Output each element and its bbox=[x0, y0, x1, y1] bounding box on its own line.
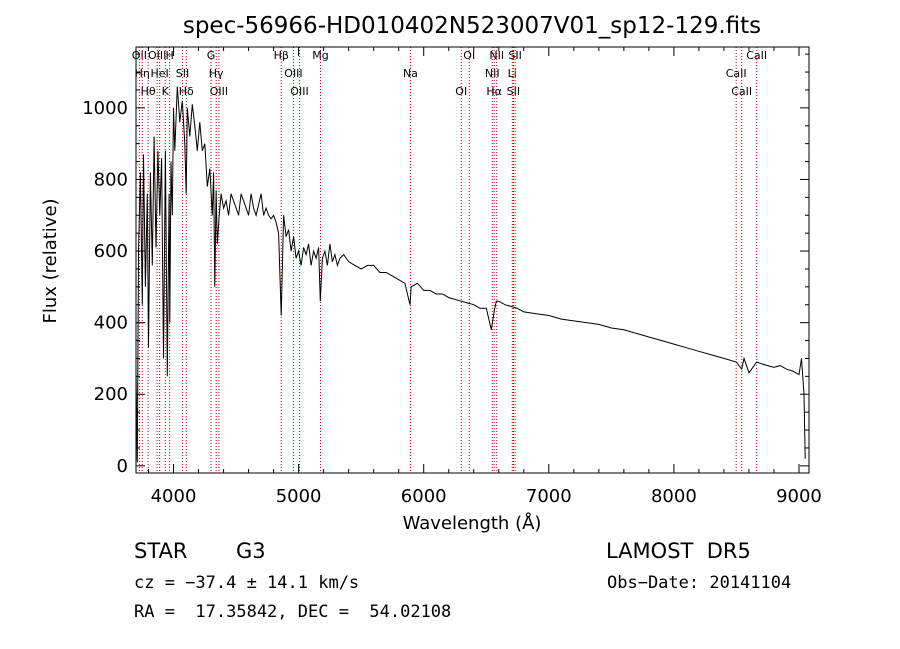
x-axis-label: Wavelength (Å) bbox=[403, 512, 542, 534]
spectral-line-label: SII bbox=[508, 49, 521, 62]
spectral-line-label: G bbox=[207, 49, 216, 62]
y-tick-label: 600 bbox=[94, 241, 128, 262]
spectral-line-label: CaII bbox=[746, 49, 767, 62]
spectral-line-label: Hγ bbox=[209, 67, 224, 80]
subclass-label: G3 bbox=[236, 539, 266, 563]
spectral-line-label: OIII bbox=[290, 85, 308, 98]
survey-label: LAMOST DR5 bbox=[606, 539, 751, 563]
x-tick-label: 4000 bbox=[151, 486, 197, 507]
class-label: STAR bbox=[134, 539, 188, 563]
spectral-line-label: OIII bbox=[148, 49, 166, 62]
spectral-line-label: Hβ bbox=[274, 49, 289, 62]
spectral-line-label: OIII bbox=[284, 67, 302, 80]
coordinates-readout: RA = 17.35842, DEC = 54.02108 bbox=[134, 602, 452, 622]
spectral-lines-layer: OIIHηHθOIIIHeIKHSIIHδGHγOIIIHβOIIIOIIIMg… bbox=[132, 47, 767, 473]
flux-series-line bbox=[135, 86, 806, 463]
spectral-line-label: NII bbox=[485, 67, 500, 80]
spectral-line-label: CaII bbox=[726, 67, 747, 80]
spectral-line-label: OII bbox=[132, 49, 147, 62]
chart-title: spec-56966-HD010402N523007V01_sp12-129.f… bbox=[183, 13, 761, 39]
y-tick-label: 0 bbox=[117, 456, 128, 477]
spectral-line-label: Hδ bbox=[179, 85, 194, 98]
spectral-line-label: HeI bbox=[150, 67, 168, 80]
spectral-line-label: H bbox=[166, 49, 174, 62]
y-tick-label: 400 bbox=[94, 313, 128, 334]
spectral-line-label: Hη bbox=[135, 67, 150, 80]
x-tick-label: 7000 bbox=[526, 486, 572, 507]
spectral-line-label: OIII bbox=[210, 85, 228, 98]
spectral-line-label: Mg bbox=[312, 49, 328, 62]
spectral-line-label: NII bbox=[489, 49, 504, 62]
spectral-line-label: CaII bbox=[731, 85, 752, 98]
spectral-line-label: SII bbox=[507, 85, 520, 98]
x-tick-label: 9000 bbox=[776, 486, 822, 507]
observation-date: Obs−Date: 20141104 bbox=[607, 573, 792, 593]
y-tick-label: 1000 bbox=[82, 98, 128, 119]
spectral-line-label: OI bbox=[463, 49, 475, 62]
spectral-line-label: Na bbox=[403, 67, 418, 80]
x-tick-label: 6000 bbox=[401, 486, 447, 507]
x-tick-label: 8000 bbox=[651, 486, 697, 507]
y-axis-label: Flux (relative) bbox=[40, 198, 61, 323]
spectrum-plot: spec-56966-HD010402N523007V01_sp12-129.f… bbox=[40, 13, 822, 534]
axes-layer: 4000 5000 6000 7000 8000 9000 0 200 400 600 800 100… bbox=[82, 47, 822, 507]
spectral-line-label: K bbox=[162, 85, 170, 98]
y-tick-label: 200 bbox=[94, 384, 128, 405]
redshift-readout: cz = −37.4 ± 14.1 km/s bbox=[134, 573, 360, 593]
spectral-line-label: Hα bbox=[486, 85, 502, 98]
x-tick-label: 5000 bbox=[276, 486, 322, 507]
y-tick-label: 800 bbox=[94, 169, 128, 190]
spectral-line-label: SII bbox=[176, 67, 189, 80]
plot-frame bbox=[135, 46, 810, 474]
spectral-line-label: OI bbox=[455, 85, 467, 98]
spectral-line-label: Hθ bbox=[141, 85, 156, 98]
spectral-line-label: Li bbox=[508, 67, 517, 80]
